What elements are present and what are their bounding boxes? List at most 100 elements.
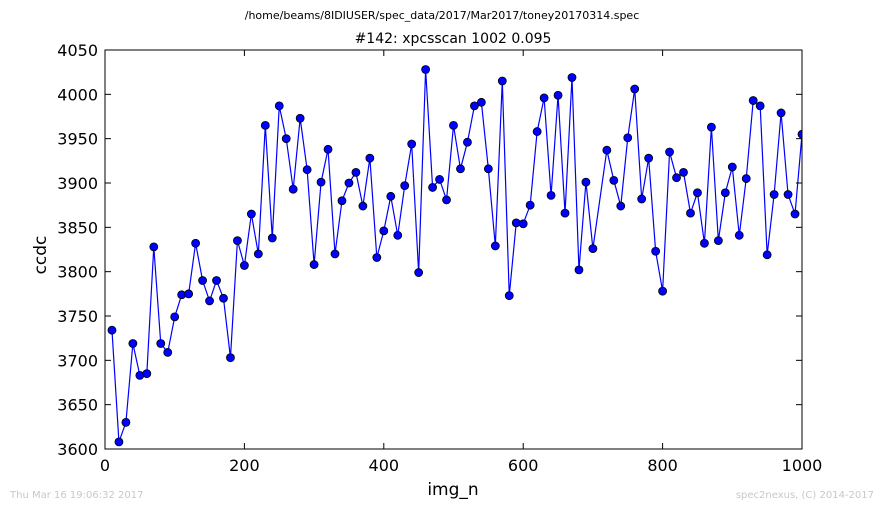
data-point [428, 183, 437, 192]
data-point [686, 208, 695, 218]
data-point [372, 253, 382, 262]
data-point [483, 164, 493, 174]
data-point [421, 65, 431, 74]
data-point [706, 122, 716, 132]
y-tick-label: 3650 [57, 396, 98, 415]
data-point [246, 209, 256, 219]
data-point [149, 242, 159, 252]
data-point [623, 133, 633, 143]
x-tick-label: 400 [369, 456, 400, 475]
y-tick-label: 4000 [57, 85, 98, 104]
data-point [748, 96, 758, 105]
data-point [456, 164, 465, 174]
x-tick-label: 1000 [782, 456, 823, 475]
data-point [400, 181, 410, 191]
data-point [379, 226, 389, 236]
axes-frame [104, 49, 803, 450]
data-point [239, 261, 249, 270]
data-point [769, 190, 779, 199]
data-point [497, 76, 507, 86]
data-point [734, 230, 744, 240]
data-point [435, 175, 444, 184]
data-point [553, 90, 563, 100]
data-point [476, 97, 486, 107]
footer-credit: spec2nexus, (C) 2014-2017 [736, 490, 874, 501]
data-point [219, 293, 228, 303]
data-point [365, 153, 375, 163]
y-axis-label: ccdc [31, 236, 51, 275]
y-tick-label: 3900 [57, 174, 98, 193]
data-point [191, 238, 201, 248]
data-point [414, 268, 424, 277]
y-tick-label: 3950 [57, 130, 98, 149]
data-point [163, 347, 173, 357]
data-point [797, 129, 802, 139]
data-point [142, 369, 152, 379]
data-point [588, 244, 598, 254]
data-point [470, 101, 479, 111]
x-tick-label: 200 [229, 456, 260, 475]
data-point [525, 200, 535, 210]
data-point [288, 184, 298, 194]
data-point [449, 120, 458, 130]
data-point [302, 165, 312, 175]
data-point [567, 73, 577, 82]
data-point [184, 289, 194, 299]
data-point [316, 177, 326, 187]
data-point [463, 137, 472, 147]
axes-layer: 0 200 400 600 800 1000 3600 3650 3700 3750 3800 385… [57, 41, 822, 475]
data-point [693, 188, 702, 198]
data-point [783, 190, 793, 199]
data-point [713, 236, 723, 246]
data-point [741, 174, 751, 183]
footer-timestamp: Thu Mar 16 19:06:32 2017 [9, 490, 143, 501]
data-point [546, 191, 556, 200]
data-point [602, 145, 612, 155]
data-point [790, 209, 800, 219]
y-tick-label: 3850 [57, 218, 98, 237]
data-point [616, 201, 626, 211]
data-point [393, 230, 403, 240]
data-point [233, 236, 242, 246]
data-point [407, 139, 417, 149]
data-point [226, 353, 235, 363]
data-point [776, 108, 786, 118]
data-point [121, 417, 131, 427]
data-point [700, 238, 709, 248]
y-tick-label: 3750 [57, 307, 98, 326]
data-point [609, 175, 619, 185]
chart-suptitle: /home/beams/8IDIUSER/spec_data/2017/Mar2… [245, 9, 640, 22]
data-point [574, 265, 584, 275]
data-point [330, 249, 340, 259]
data-point [128, 339, 138, 348]
data-point [386, 191, 396, 201]
data-point [156, 339, 166, 348]
x-tick-label: 600 [508, 456, 539, 475]
data-point [727, 162, 737, 172]
data-point [490, 241, 500, 251]
data-point [253, 249, 263, 259]
series-layer [107, 65, 802, 447]
x-tick-label: 0 [100, 456, 110, 475]
data-point [107, 325, 117, 335]
data-point [442, 195, 451, 205]
y-tick-label: 3700 [57, 351, 98, 370]
data-point [198, 276, 207, 285]
data-point [518, 219, 528, 229]
data-point [644, 153, 654, 163]
data-point [630, 84, 640, 94]
data-point [672, 173, 681, 183]
data-point [337, 196, 347, 206]
data-point [539, 93, 549, 103]
data-point [581, 177, 591, 187]
x-tick-label: 800 [647, 456, 678, 475]
data-point [344, 178, 354, 188]
data-point [679, 167, 688, 177]
y-tick-label: 3600 [57, 440, 98, 459]
y-tick-label: 3800 [57, 263, 98, 282]
data-point [358, 201, 368, 211]
data-point [267, 233, 277, 243]
y-tick-label: 4050 [57, 41, 98, 60]
data-point [323, 144, 333, 154]
data-point [309, 260, 319, 269]
